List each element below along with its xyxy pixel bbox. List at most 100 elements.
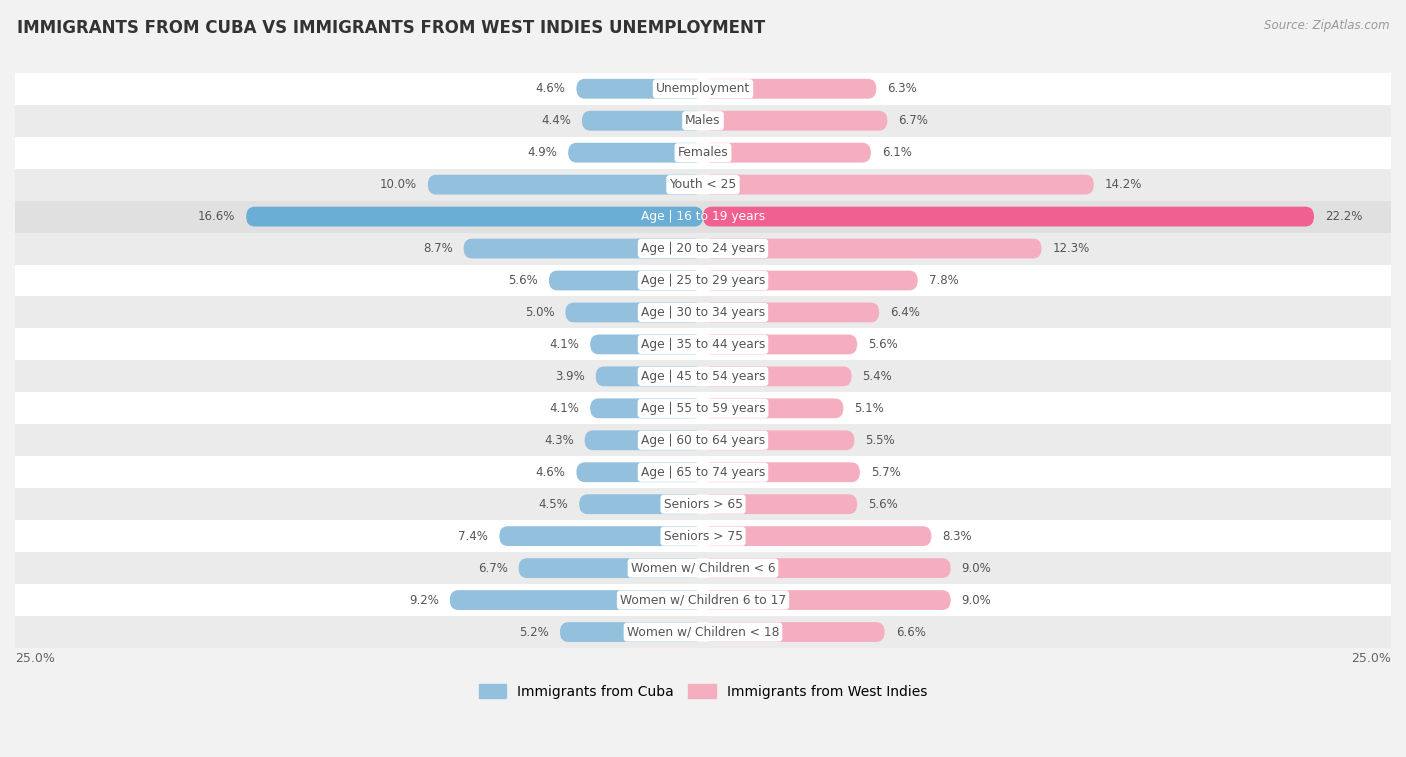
Bar [15,392,1391,425]
Text: 6.7%: 6.7% [478,562,508,575]
FancyBboxPatch shape [703,431,855,450]
FancyBboxPatch shape [519,558,703,578]
Text: 14.2%: 14.2% [1105,178,1142,191]
FancyBboxPatch shape [576,463,703,482]
FancyBboxPatch shape [703,335,858,354]
Text: Age | 60 to 64 years: Age | 60 to 64 years [641,434,765,447]
Text: Women w/ Children < 6: Women w/ Children < 6 [631,562,775,575]
Bar [15,264,1391,297]
Text: 5.6%: 5.6% [868,497,898,511]
Text: Females: Females [678,146,728,159]
FancyBboxPatch shape [703,526,931,546]
FancyBboxPatch shape [464,238,703,258]
FancyBboxPatch shape [591,335,703,354]
Text: Women w/ Children < 18: Women w/ Children < 18 [627,625,779,639]
Text: 4.4%: 4.4% [541,114,571,127]
Text: 8.7%: 8.7% [423,242,453,255]
Bar [15,425,1391,456]
Text: 4.9%: 4.9% [527,146,557,159]
Text: 4.1%: 4.1% [550,402,579,415]
Text: 22.2%: 22.2% [1324,210,1362,223]
Text: Age | 25 to 29 years: Age | 25 to 29 years [641,274,765,287]
FancyBboxPatch shape [703,303,879,322]
Bar [15,360,1391,392]
Text: Age | 55 to 59 years: Age | 55 to 59 years [641,402,765,415]
Text: 9.0%: 9.0% [962,593,991,606]
Text: 5.5%: 5.5% [865,434,896,447]
Text: 12.3%: 12.3% [1053,242,1090,255]
Text: 10.0%: 10.0% [380,178,416,191]
Text: IMMIGRANTS FROM CUBA VS IMMIGRANTS FROM WEST INDIES UNEMPLOYMENT: IMMIGRANTS FROM CUBA VS IMMIGRANTS FROM … [17,19,765,37]
Bar [15,520,1391,552]
Text: Age | 35 to 44 years: Age | 35 to 44 years [641,338,765,351]
Bar [15,488,1391,520]
Text: Age | 65 to 74 years: Age | 65 to 74 years [641,466,765,478]
FancyBboxPatch shape [548,270,703,291]
FancyBboxPatch shape [560,622,703,642]
Text: 5.1%: 5.1% [855,402,884,415]
Text: 5.0%: 5.0% [524,306,554,319]
FancyBboxPatch shape [703,238,1042,258]
Text: 9.0%: 9.0% [962,562,991,575]
Text: Unemployment: Unemployment [655,83,751,95]
FancyBboxPatch shape [591,398,703,418]
FancyBboxPatch shape [246,207,703,226]
Text: 5.2%: 5.2% [519,625,548,639]
Text: 6.4%: 6.4% [890,306,920,319]
FancyBboxPatch shape [703,143,870,163]
Bar [15,137,1391,169]
Text: Youth < 25: Youth < 25 [669,178,737,191]
Text: 9.2%: 9.2% [409,593,439,606]
Text: 6.6%: 6.6% [896,625,925,639]
FancyBboxPatch shape [582,111,703,131]
Text: 6.3%: 6.3% [887,83,917,95]
Bar [15,297,1391,329]
FancyBboxPatch shape [703,558,950,578]
Text: 4.3%: 4.3% [544,434,574,447]
Text: 6.1%: 6.1% [882,146,911,159]
Text: 25.0%: 25.0% [1351,652,1391,665]
FancyBboxPatch shape [565,303,703,322]
Text: 5.6%: 5.6% [508,274,538,287]
Text: 5.7%: 5.7% [870,466,901,478]
FancyBboxPatch shape [703,366,852,386]
Text: 4.5%: 4.5% [538,497,568,511]
Bar [15,104,1391,137]
Bar [15,456,1391,488]
FancyBboxPatch shape [596,366,703,386]
Bar [15,73,1391,104]
Bar [15,169,1391,201]
Bar [15,232,1391,264]
Text: 4.1%: 4.1% [550,338,579,351]
FancyBboxPatch shape [568,143,703,163]
Text: Age | 16 to 19 years: Age | 16 to 19 years [641,210,765,223]
FancyBboxPatch shape [703,398,844,418]
Bar [15,329,1391,360]
FancyBboxPatch shape [576,79,703,98]
Text: Males: Males [685,114,721,127]
Text: 25.0%: 25.0% [15,652,55,665]
FancyBboxPatch shape [703,79,876,98]
Bar [15,201,1391,232]
Bar [15,616,1391,648]
Text: 5.4%: 5.4% [863,370,893,383]
Text: Age | 45 to 54 years: Age | 45 to 54 years [641,370,765,383]
FancyBboxPatch shape [579,494,703,514]
Text: Seniors > 65: Seniors > 65 [664,497,742,511]
Text: 5.6%: 5.6% [868,338,898,351]
FancyBboxPatch shape [703,590,950,610]
FancyBboxPatch shape [703,463,860,482]
Text: Seniors > 75: Seniors > 75 [664,530,742,543]
Text: 8.3%: 8.3% [942,530,972,543]
FancyBboxPatch shape [703,111,887,131]
FancyBboxPatch shape [703,270,918,291]
FancyBboxPatch shape [703,207,1315,226]
FancyBboxPatch shape [450,590,703,610]
Text: Source: ZipAtlas.com: Source: ZipAtlas.com [1264,19,1389,32]
FancyBboxPatch shape [703,175,1094,195]
Bar [15,584,1391,616]
FancyBboxPatch shape [499,526,703,546]
Legend: Immigrants from Cuba, Immigrants from West Indies: Immigrants from Cuba, Immigrants from We… [472,678,934,704]
Text: 7.8%: 7.8% [929,274,959,287]
Text: 4.6%: 4.6% [536,466,565,478]
